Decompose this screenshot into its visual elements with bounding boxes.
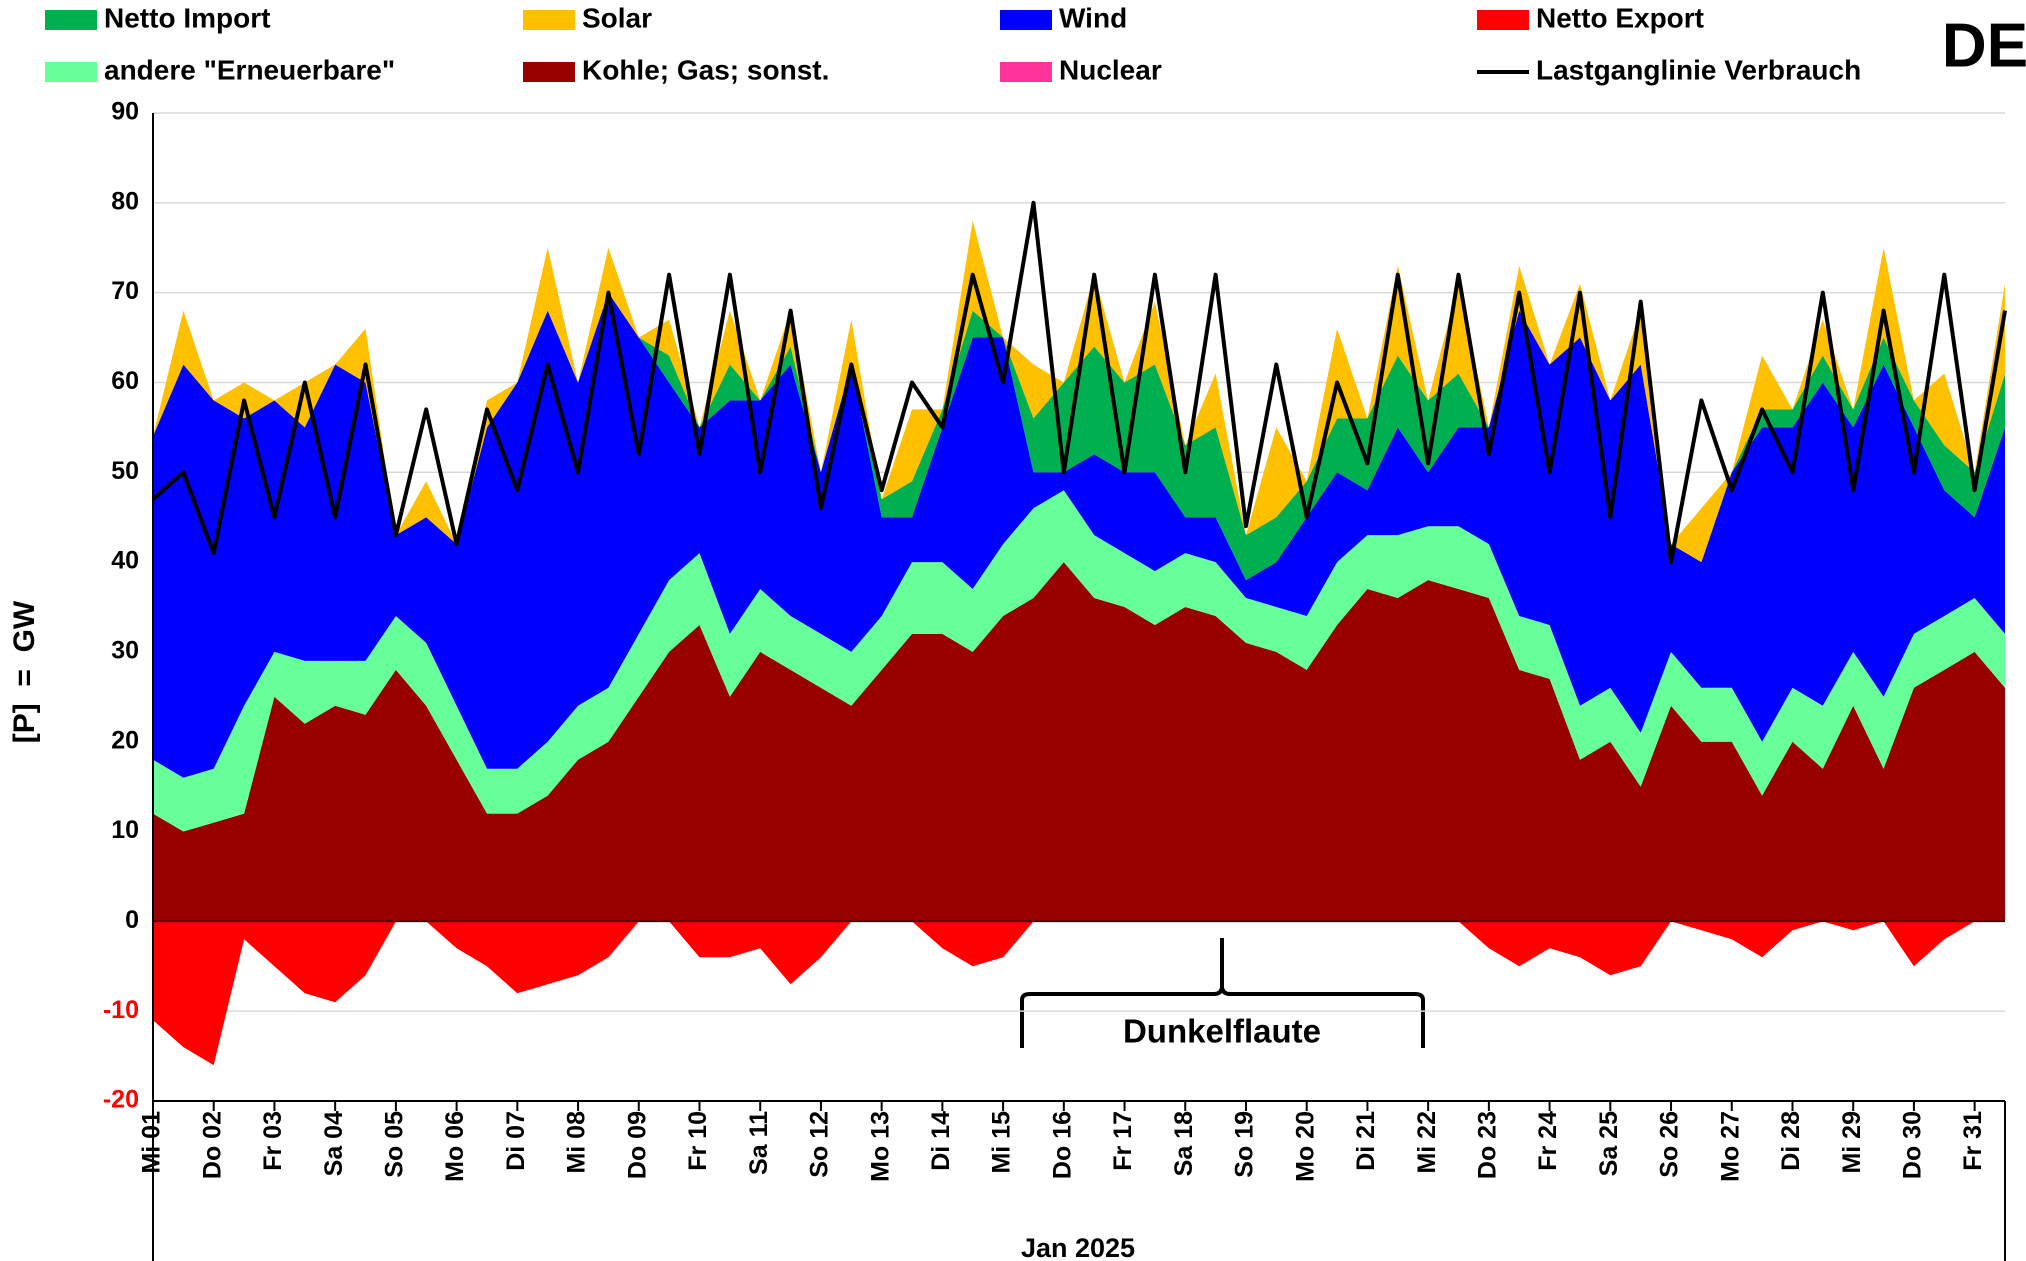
- corner-label: DE: [1942, 11, 2026, 80]
- x-tick-label: So 05: [380, 1111, 408, 1178]
- area: [153, 490, 2005, 832]
- legend-label: Solar: [582, 2, 652, 33]
- x-tick-label: Sa 04: [320, 1111, 348, 1176]
- y-tick-label: 10: [111, 816, 139, 844]
- legend-swatch: [523, 10, 575, 30]
- x-tick-label: Mo 06: [441, 1111, 469, 1182]
- x-tick-label: Do 02: [198, 1111, 226, 1179]
- legend-swatch: [1477, 10, 1529, 30]
- x-tick-label: So 26: [1656, 1111, 1684, 1178]
- x-tick-label: Fr 03: [259, 1111, 287, 1171]
- x-tick-label: Fr 17: [1109, 1111, 1137, 1171]
- legend-swatch: [1000, 62, 1052, 82]
- legend-swatch: [523, 62, 575, 82]
- x-tick-label: Di 28: [1777, 1111, 1805, 1171]
- x-tick-label: Di 07: [502, 1111, 530, 1171]
- area: [153, 292, 2005, 778]
- x-tick-label: Fr 10: [684, 1111, 712, 1171]
- x-tick-label: Do 23: [1473, 1111, 1501, 1179]
- legend-label: Lastganglinie Verbrauch: [1536, 54, 1861, 85]
- x-tick-label: So 19: [1231, 1111, 1259, 1178]
- x-tick-label: Mo 27: [1716, 1111, 1744, 1182]
- x-tick-label: Mi 29: [1838, 1111, 1866, 1174]
- area: [153, 562, 2005, 922]
- y-tick-label: 60: [111, 367, 139, 395]
- x-tick-label: Mo 20: [1291, 1111, 1319, 1182]
- x-tick-label: Mi 15: [988, 1111, 1016, 1174]
- x-tick-label: Fr 31: [1959, 1111, 1987, 1171]
- x-tick-label: Mi 08: [563, 1111, 591, 1174]
- legend-label: andere "Erneuerbare": [104, 54, 395, 85]
- y-tick-label: 40: [111, 547, 139, 575]
- x-axis-title: Jan 2025: [1021, 1233, 1135, 1261]
- y-tick-label: 90: [111, 98, 139, 126]
- legend-label: Kohle; Gas; sonst.: [582, 54, 829, 85]
- legend-label: Nuclear: [1059, 54, 1162, 85]
- x-tick-label: Do 30: [1899, 1111, 1927, 1179]
- y-tick-label: 20: [111, 726, 139, 754]
- legend-label: Netto Export: [1536, 2, 1704, 33]
- x-tick-label: So 12: [806, 1111, 834, 1178]
- x-tick-label: Sa 11: [745, 1111, 773, 1175]
- legend-label: Netto Import: [104, 2, 270, 33]
- x-tick-label: Mi 22: [1413, 1111, 1441, 1174]
- x-tick-label: Di 21: [1352, 1111, 1380, 1171]
- y-tick-label: 70: [111, 277, 139, 305]
- y-tick-label: 80: [111, 187, 139, 215]
- annotation: Dunkelflaute: [1123, 1013, 1321, 1050]
- y-axis-title: [P] = GW: [8, 600, 41, 743]
- y-tick-label: 50: [111, 457, 139, 485]
- x-tick-label: Do 16: [1048, 1111, 1076, 1179]
- legend-label: Wind: [1059, 2, 1127, 33]
- legend-swatch: [45, 62, 97, 82]
- y-tick-label: 0: [125, 906, 139, 934]
- annotation-bracket: [1020, 938, 1425, 1048]
- plot-area: [151, 112, 2007, 1102]
- x-tick-label: Do 09: [623, 1111, 651, 1179]
- x-tick-label: Sa 18: [1170, 1111, 1198, 1176]
- x-tick-label: Fr 24: [1534, 1111, 1562, 1171]
- x-tick-label: Mo 13: [866, 1111, 894, 1182]
- y-tick-label: -20: [103, 1086, 139, 1114]
- area: [153, 921, 2005, 1066]
- x-tick-label: Sa 25: [1595, 1111, 1623, 1176]
- x-tick-label: Mi 01: [138, 1111, 166, 1174]
- x-tick-label: Di 14: [927, 1111, 955, 1171]
- line: [151, 200, 2007, 565]
- y-tick-label: 30: [111, 637, 139, 665]
- area: [153, 292, 2005, 581]
- legend-swatch: [1000, 10, 1052, 30]
- y-tick-label: -10: [103, 996, 139, 1024]
- legend-swatch: [45, 10, 97, 30]
